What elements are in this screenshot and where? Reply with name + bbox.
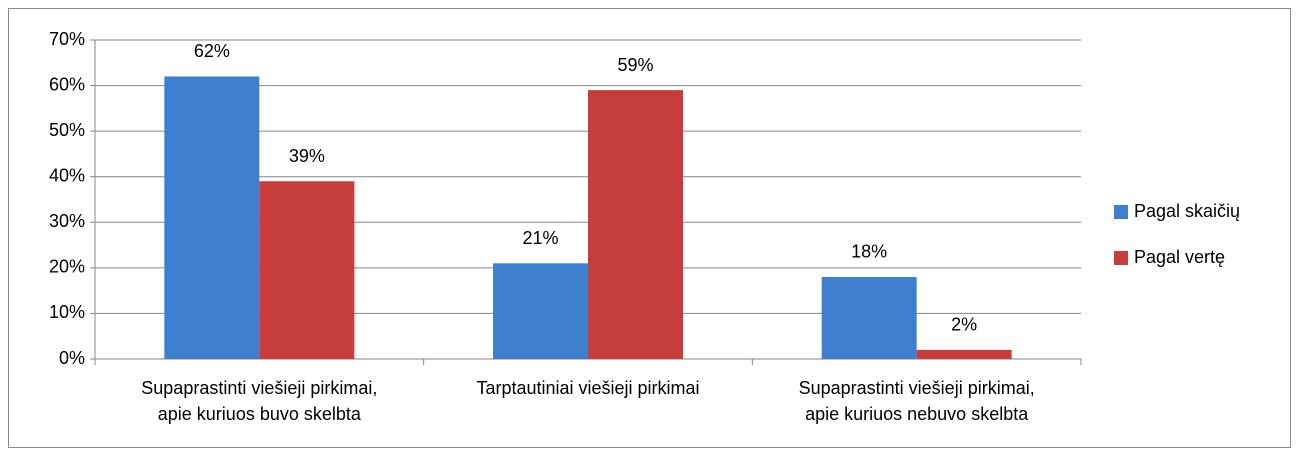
legend-label: Pagal skaičių (1134, 201, 1240, 221)
data-label: 39% (289, 146, 325, 166)
x-tick-label: Supaprastinti viešieji pirkimai, (799, 378, 1035, 398)
y-tick-label: 40% (49, 165, 85, 185)
legend-label: Pagal vertę (1134, 247, 1225, 267)
data-label: 2% (951, 315, 977, 335)
data-label: 59% (617, 55, 653, 75)
data-label: 62% (194, 41, 230, 61)
x-tick-label: Supaprastinti viešieji pirkimai, (141, 378, 377, 398)
y-tick-label: 10% (49, 302, 85, 322)
bar (164, 76, 260, 359)
data-label: 18% (851, 242, 887, 262)
legend-swatch (1114, 205, 1128, 219)
bar (493, 263, 588, 359)
y-tick-label: 30% (49, 211, 85, 231)
bar (259, 181, 355, 359)
y-tick-label: 60% (49, 74, 85, 94)
y-tick-label: 70% (49, 29, 85, 49)
bar (588, 90, 683, 359)
legend-swatch (1114, 251, 1128, 265)
x-tick-label: Tarptautiniai viešieji pirkimai (476, 378, 699, 398)
data-label: 21% (522, 228, 558, 248)
y-tick-label: 20% (49, 257, 85, 277)
bar (821, 276, 917, 359)
y-tick-label: 0% (59, 348, 85, 368)
bar (916, 349, 1012, 359)
y-tick-label: 50% (49, 120, 85, 140)
x-tick-label: apie kuriuos buvo skelbta (158, 404, 362, 424)
x-tick-label: apie kuriuos nebuvo skelbta (805, 404, 1029, 424)
